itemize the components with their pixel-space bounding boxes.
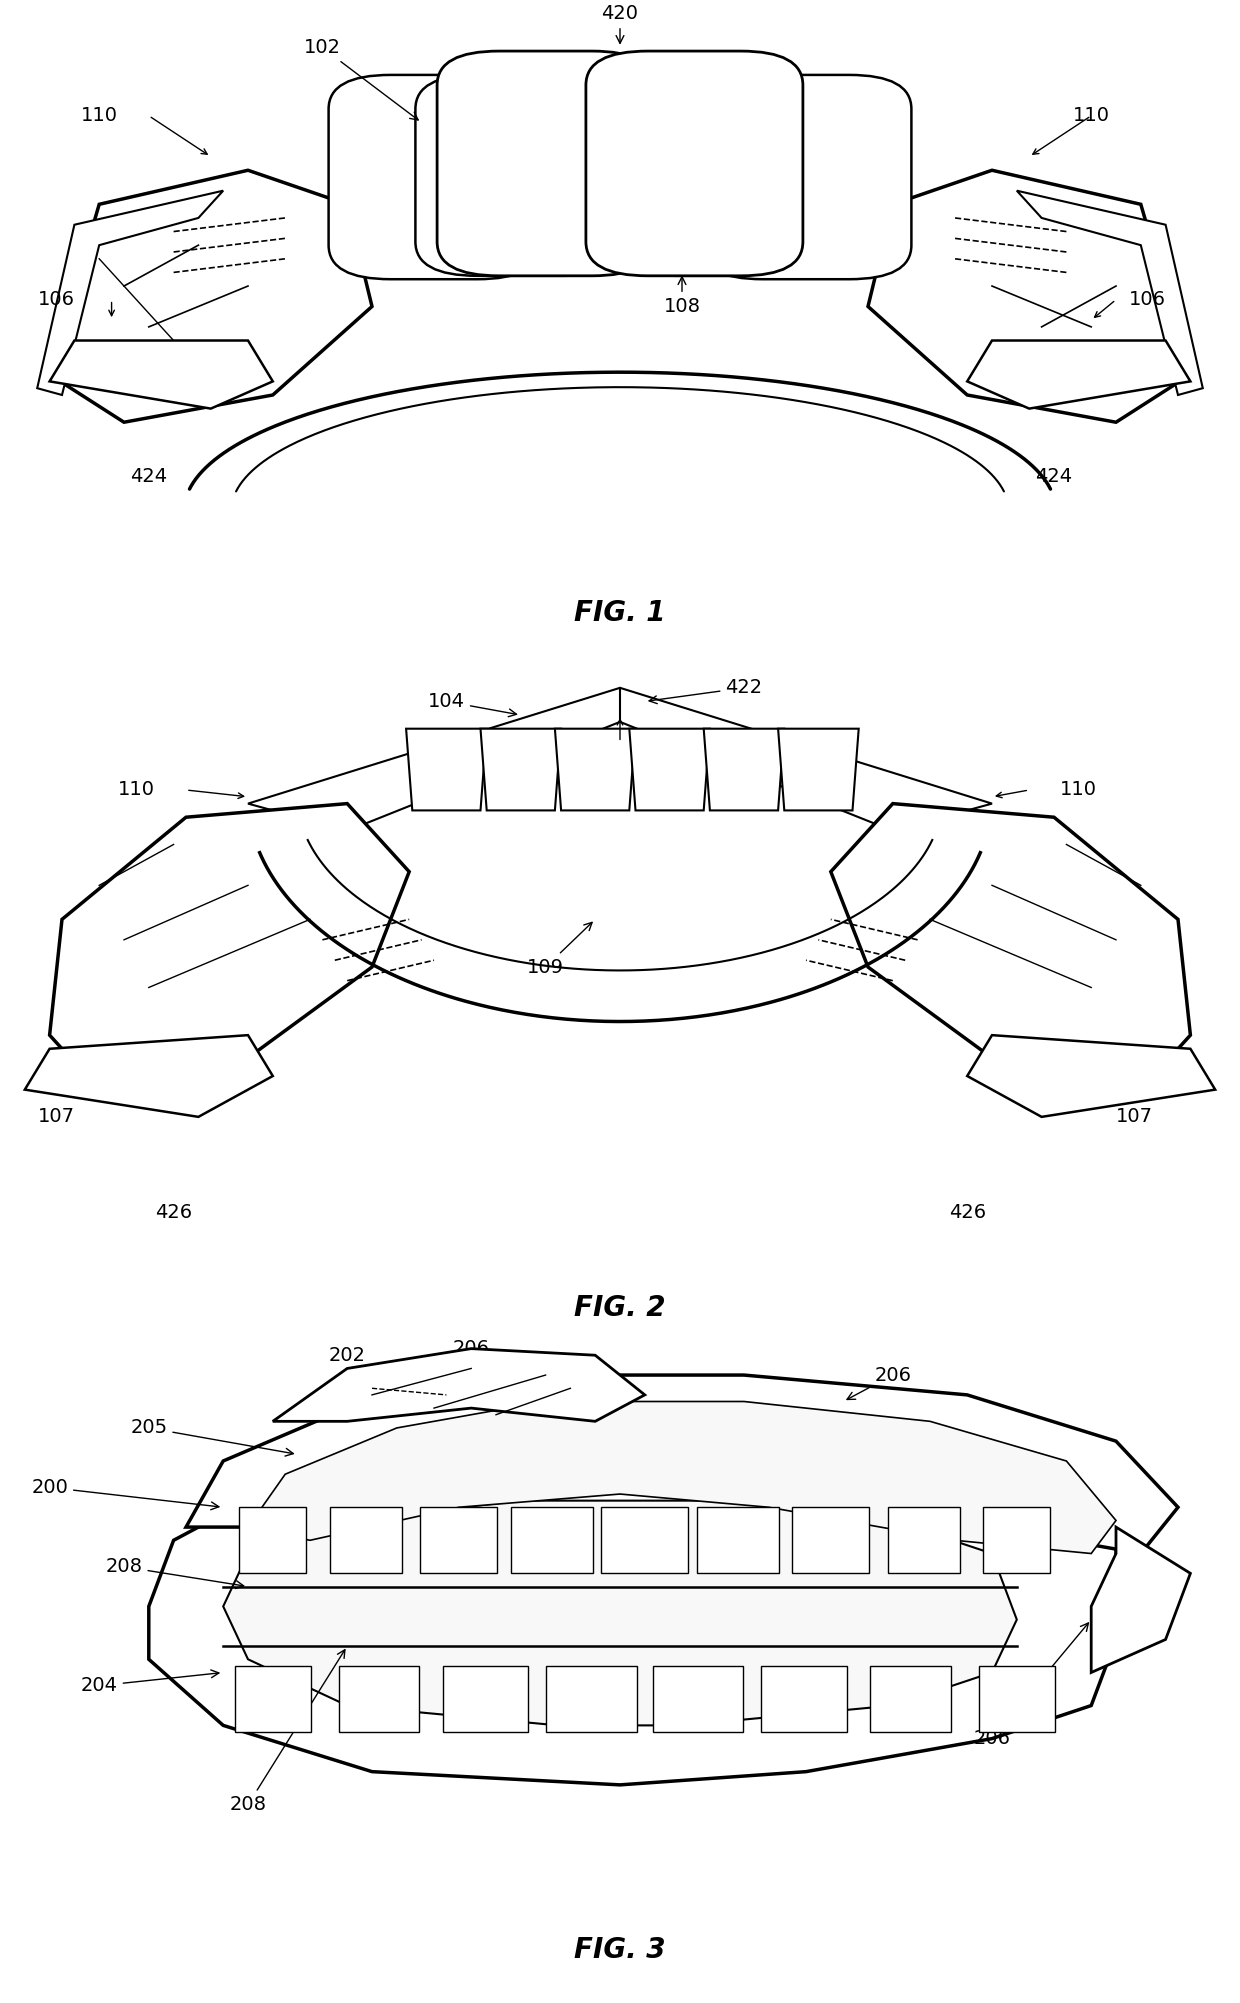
- Polygon shape: [223, 1500, 1017, 1725]
- Polygon shape: [792, 1506, 869, 1574]
- Text: 108: 108: [663, 276, 701, 316]
- Polygon shape: [149, 1460, 1116, 1785]
- Text: 204: 204: [81, 1671, 219, 1695]
- Polygon shape: [50, 170, 372, 423]
- Polygon shape: [50, 803, 409, 1090]
- Text: 110: 110: [118, 781, 155, 799]
- Polygon shape: [601, 1506, 688, 1574]
- Polygon shape: [239, 1506, 306, 1574]
- Polygon shape: [25, 1036, 273, 1118]
- Polygon shape: [697, 1506, 779, 1574]
- Polygon shape: [236, 1666, 310, 1733]
- Polygon shape: [480, 729, 560, 811]
- Text: 206: 206: [847, 1366, 911, 1400]
- Polygon shape: [420, 1506, 497, 1574]
- Text: 200: 200: [31, 1478, 219, 1510]
- Text: FIG. 2: FIG. 2: [574, 1294, 666, 1322]
- Polygon shape: [630, 729, 709, 811]
- Text: 110: 110: [1060, 781, 1097, 799]
- FancyBboxPatch shape: [701, 74, 911, 278]
- Text: 109: 109: [527, 921, 591, 977]
- Polygon shape: [967, 1036, 1215, 1118]
- Polygon shape: [273, 1348, 645, 1422]
- FancyBboxPatch shape: [436, 50, 655, 276]
- Polygon shape: [556, 729, 635, 811]
- Polygon shape: [511, 1506, 593, 1574]
- Polygon shape: [405, 729, 486, 811]
- Text: 426: 426: [155, 1202, 192, 1222]
- Polygon shape: [50, 341, 273, 409]
- Text: 110: 110: [1073, 106, 1110, 126]
- Polygon shape: [339, 1666, 419, 1733]
- FancyBboxPatch shape: [329, 74, 539, 278]
- Polygon shape: [443, 1666, 528, 1733]
- Text: 107: 107: [37, 1108, 74, 1126]
- Text: 106: 106: [37, 290, 74, 308]
- Polygon shape: [330, 1506, 402, 1574]
- Polygon shape: [870, 1666, 951, 1733]
- Polygon shape: [980, 1666, 1054, 1733]
- Polygon shape: [831, 803, 1190, 1090]
- Polygon shape: [186, 1374, 1178, 1554]
- Text: 106: 106: [1128, 290, 1166, 308]
- Polygon shape: [983, 1506, 1050, 1574]
- FancyBboxPatch shape: [415, 74, 626, 276]
- Polygon shape: [779, 729, 858, 811]
- Polygon shape: [1091, 1526, 1190, 1673]
- Text: 420: 420: [601, 4, 639, 44]
- FancyBboxPatch shape: [587, 50, 804, 276]
- Text: 205: 205: [130, 1418, 294, 1456]
- Text: FIG. 1: FIG. 1: [574, 599, 666, 627]
- Text: 208: 208: [105, 1556, 244, 1588]
- Text: 424: 424: [1035, 467, 1073, 487]
- Polygon shape: [868, 170, 1190, 423]
- Text: 424: 424: [130, 467, 167, 487]
- Polygon shape: [547, 1666, 637, 1733]
- Text: 426: 426: [949, 1202, 986, 1222]
- Polygon shape: [1017, 190, 1203, 395]
- Text: FIG. 3: FIG. 3: [574, 1937, 666, 1965]
- Polygon shape: [704, 729, 784, 811]
- Polygon shape: [37, 190, 223, 395]
- Polygon shape: [248, 1402, 1116, 1554]
- FancyBboxPatch shape: [515, 74, 725, 272]
- FancyBboxPatch shape: [614, 74, 825, 276]
- Polygon shape: [888, 1506, 960, 1574]
- Polygon shape: [652, 1666, 743, 1733]
- Text: 206: 206: [973, 1622, 1089, 1749]
- Text: 107: 107: [1116, 1108, 1153, 1126]
- Polygon shape: [248, 687, 992, 831]
- Polygon shape: [967, 341, 1190, 409]
- Text: 110: 110: [81, 106, 118, 126]
- Text: 208: 208: [229, 1650, 345, 1815]
- Text: 206: 206: [450, 1340, 490, 1366]
- Text: 202: 202: [329, 1346, 393, 1386]
- Text: 422: 422: [649, 679, 763, 703]
- Text: 102: 102: [304, 38, 418, 120]
- Polygon shape: [761, 1666, 847, 1733]
- Text: 104: 104: [428, 691, 517, 717]
